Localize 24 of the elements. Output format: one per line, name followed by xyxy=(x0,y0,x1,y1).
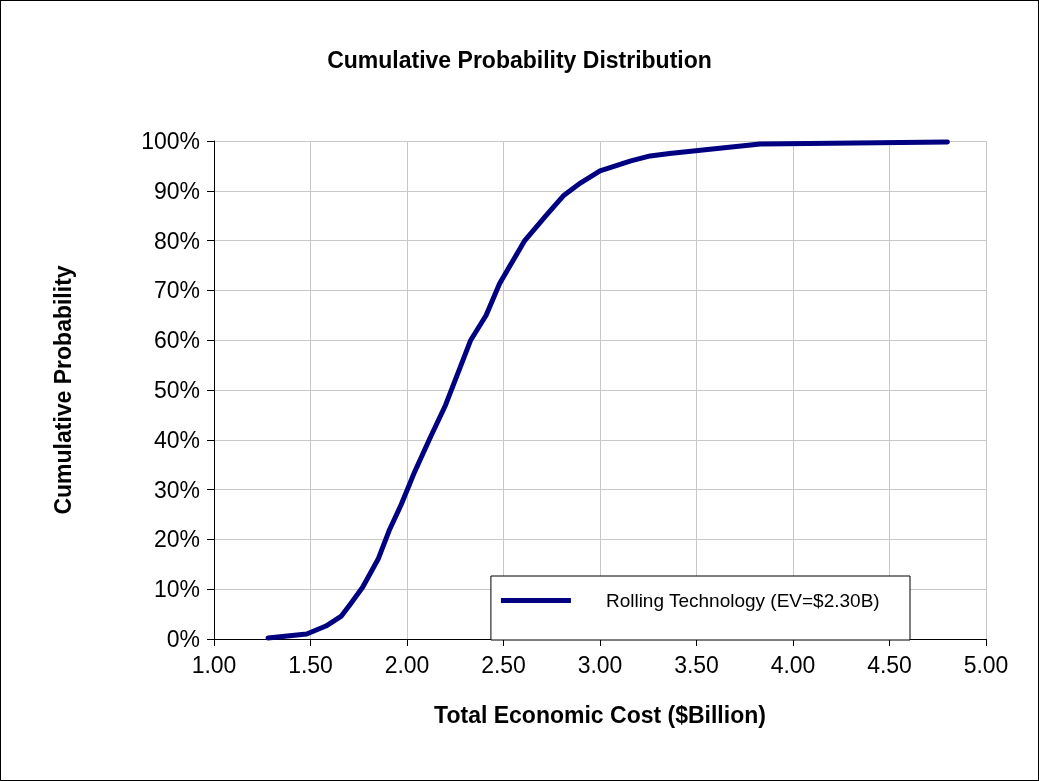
x-tick-label: 4.50 xyxy=(867,651,912,678)
y-tick-label: 50% xyxy=(153,377,200,403)
y-tick-label: 30% xyxy=(153,476,200,503)
x-tick-label: 1.50 xyxy=(288,651,333,678)
y-tick-label: 100% xyxy=(141,128,200,154)
x-tick-label: 4.00 xyxy=(770,651,816,678)
y-tick-label: 70% xyxy=(153,277,200,304)
x-tick-label: 3.50 xyxy=(674,651,719,678)
y-axis-title: Cumulative Probability xyxy=(49,265,76,515)
y-tick-label: 80% xyxy=(153,227,200,254)
y-tick-label: 20% xyxy=(153,526,200,553)
y-tick-label: 90% xyxy=(153,177,200,204)
y-tick-label: 10% xyxy=(153,576,200,603)
x-tick-label: 2.00 xyxy=(384,651,430,678)
x-tick-label: 3.00 xyxy=(577,651,623,678)
x-tick-label: 1.00 xyxy=(191,651,237,678)
x-axis-title: Total Economic Cost ($Billion) xyxy=(434,701,766,728)
legend-label: Rolling Technology (EV=$2.30B) xyxy=(605,590,880,611)
x-tick-label: 2.50 xyxy=(481,651,526,678)
x-tick-label: 5.00 xyxy=(963,651,1009,678)
y-tick-label: 40% xyxy=(153,426,200,453)
y-tick-label: 60% xyxy=(153,327,200,354)
y-tick-label: 0% xyxy=(166,626,200,652)
chart-title: Cumulative Probability Distribution xyxy=(327,46,712,73)
